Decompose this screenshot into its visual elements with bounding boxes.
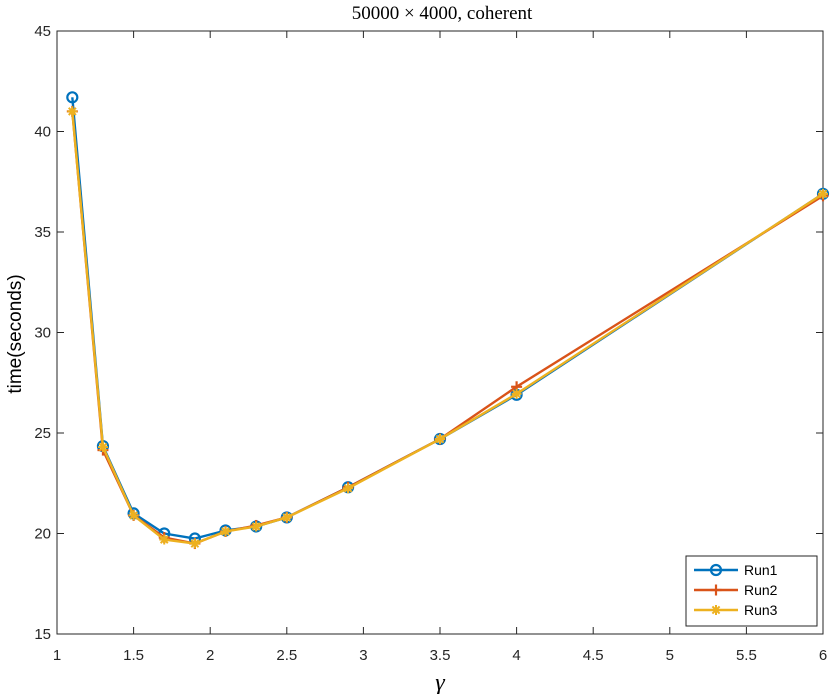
y-tick-label: 40 [34,124,51,141]
legend-item-run3-marker-d2 [711,605,721,615]
series-run3-point [435,434,445,445]
y-axis-label: time(seconds) [5,274,26,393]
series-run3-point-d2 [190,539,200,548]
y-tick-label: 25 [34,425,51,442]
series-run3-point-d2 [343,483,353,493]
series-run3-point-d2 [98,442,108,452]
series-run3-point-d2 [221,527,230,536]
series-run3-point-d2 [435,434,445,444]
x-tick-label: 1.5 [123,647,144,664]
legend-item-run1-marker-shape [709,563,723,577]
series-run3-point [511,388,522,399]
series-run3-point-d2 [159,535,169,544]
x-tick-label: 5.5 [736,647,757,664]
series-run3-point [128,510,139,521]
series-run3-point [159,534,170,545]
series-run3-point-d2 [818,189,828,199]
legend-item-run2: Run2 [694,582,778,598]
series-run3-point [281,512,292,523]
x-tick-label: 1 [53,647,61,664]
series-run3-point [220,526,231,537]
y-tick-label: 20 [34,526,51,543]
chart-title: 50000 × 4000, coherent [352,3,533,24]
x-tick-label: 3.5 [430,647,451,664]
x-tick-label: 2 [206,647,214,664]
legend-item-run2-label: Run2 [744,582,778,598]
series-run3-point [251,521,262,532]
series-run3-point-d2 [251,522,261,531]
series-run3-point-d2 [68,107,77,116]
series-run1-point-shape [66,91,79,104]
series-run3-point [97,442,108,453]
series-run3-point-d2 [282,513,292,522]
legend-item-run1-marker [709,563,723,577]
axes-box [56,30,824,635]
x-tick-label: 3 [359,647,367,664]
y-tick-label: 15 [34,626,51,643]
legend-item-run3-label: Run3 [744,602,778,618]
series-run3-line [71,111,824,545]
legend: Run1 Run2 Run3 [685,555,818,627]
x-tick-label: 2.5 [276,647,297,664]
x-tick-label: 4.5 [583,647,604,664]
series-run3-point-d2 [512,389,521,399]
series-run1-point [66,91,79,104]
x-axis-label: γ [435,670,445,694]
legend-item-run3-marker [711,605,721,615]
legend-item-run3: Run3 [694,602,778,618]
legend-item-run1-label: Run1 [744,562,778,578]
legend-item-run1: Run1 [694,562,778,578]
x-tick-label: 4 [512,647,520,664]
y-tick-label: 45 [34,23,51,40]
series-run3-point [343,483,354,494]
series-run3-point [189,538,200,549]
series-run3-point [67,106,78,117]
series-run3-point-d2 [129,511,138,520]
plot-area: 1 1.5 2 2.5 3 3.5 4 4.5 5 5.5 6 15 20 25 30 35 40 45 [34,23,830,664]
y-tick-label: 35 [34,224,51,241]
x-tick-label: 6 [819,647,827,664]
x-tick-label: 5 [666,647,674,664]
legend-item-run2-marker [710,584,722,596]
series-run3-point [818,188,828,199]
y-tick-label: 30 [34,325,51,342]
